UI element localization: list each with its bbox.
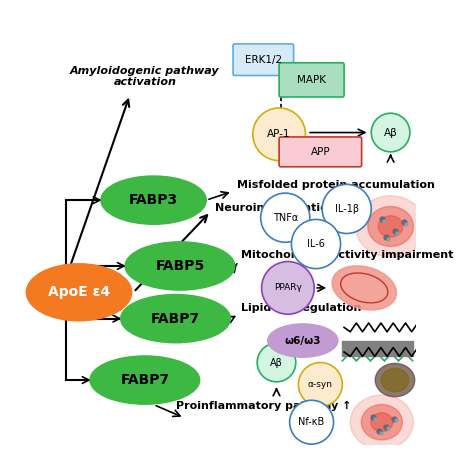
Text: ApoE ε4: ApoE ε4 <box>48 285 110 299</box>
FancyBboxPatch shape <box>233 44 293 75</box>
Ellipse shape <box>90 356 200 404</box>
Circle shape <box>371 113 410 152</box>
Text: PPARγ: PPARγ <box>274 283 302 292</box>
Ellipse shape <box>101 176 206 224</box>
Text: FABP7: FABP7 <box>120 373 169 387</box>
Text: Mitochondrial activity impairment: Mitochondrial activity impairment <box>241 250 454 260</box>
Text: TNFα: TNFα <box>273 213 298 223</box>
FancyBboxPatch shape <box>279 63 344 97</box>
Text: Aβ: Aβ <box>270 357 283 367</box>
Circle shape <box>257 343 296 382</box>
Ellipse shape <box>332 266 397 310</box>
Circle shape <box>299 363 342 406</box>
Text: Amyloidogenic pathway
activation: Amyloidogenic pathway activation <box>70 66 219 87</box>
Ellipse shape <box>378 216 403 237</box>
Text: α-syn: α-syn <box>308 380 333 389</box>
Circle shape <box>261 193 310 242</box>
FancyBboxPatch shape <box>279 137 362 167</box>
Ellipse shape <box>125 242 235 290</box>
Ellipse shape <box>268 324 338 357</box>
Ellipse shape <box>381 368 409 392</box>
Ellipse shape <box>356 196 426 257</box>
Ellipse shape <box>371 413 393 432</box>
Text: FABP7: FABP7 <box>151 311 200 326</box>
Circle shape <box>253 108 305 161</box>
Text: ω6/ω3: ω6/ω3 <box>284 336 321 346</box>
Ellipse shape <box>375 364 415 397</box>
Text: ERK1/2: ERK1/2 <box>245 55 282 64</box>
Text: AP-1: AP-1 <box>267 129 291 139</box>
Ellipse shape <box>350 395 413 449</box>
Circle shape <box>322 184 371 234</box>
Circle shape <box>262 262 314 314</box>
Circle shape <box>290 400 334 444</box>
Text: APP: APP <box>310 147 330 157</box>
Text: IL-6: IL-6 <box>307 239 325 249</box>
Text: Neuroinflamamtion ↑: Neuroinflamamtion ↑ <box>215 203 349 213</box>
Bar <box>342 341 412 356</box>
Text: Misfolded protein accumulation: Misfolded protein accumulation <box>237 180 435 190</box>
Text: Aβ: Aβ <box>384 128 398 137</box>
Text: Proinflammatory pathway ↑: Proinflammatory pathway ↑ <box>175 401 351 411</box>
Ellipse shape <box>121 294 230 343</box>
Text: Lipid dysregulation: Lipid dysregulation <box>241 303 362 313</box>
Circle shape <box>292 219 340 269</box>
Text: MAPK: MAPK <box>297 75 326 85</box>
Ellipse shape <box>368 207 413 246</box>
Text: IL-1β: IL-1β <box>335 204 359 214</box>
Text: Nf-κB: Nf-κB <box>299 417 325 427</box>
Ellipse shape <box>361 404 402 440</box>
Text: FABP3: FABP3 <box>129 193 178 207</box>
Text: FABP5: FABP5 <box>155 259 205 273</box>
Ellipse shape <box>27 264 132 321</box>
